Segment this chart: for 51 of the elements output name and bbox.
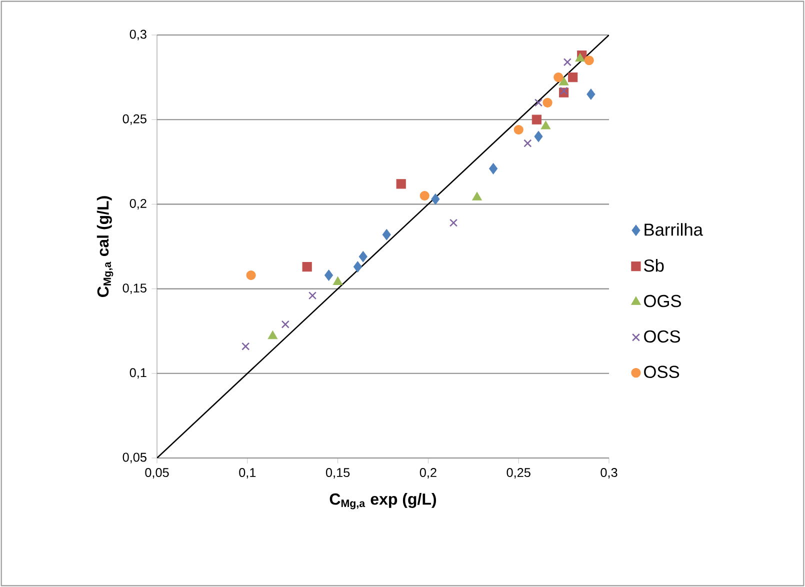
point [586,88,596,100]
point [382,229,391,240]
point [563,58,572,66]
x-tick-label: 0,1 [239,468,256,479]
point [542,98,552,108]
y-tick-label: 0,1 [130,368,146,379]
point [560,86,568,95]
x-tick-label: 0,2 [420,468,436,479]
y-tick-label: 0,3 [130,30,146,40]
point [281,320,290,328]
legend-label: Barrilha [644,223,703,236]
point [332,276,343,285]
y-tick-label: 0,05 [122,452,146,464]
point [534,98,543,107]
x-tick-label: 0,05 [145,468,169,479]
y-tick-label: 0,2 [130,198,146,210]
point [540,120,551,130]
point [554,72,564,82]
point [268,330,278,340]
point [575,53,585,62]
point [246,270,256,280]
point [396,179,406,189]
point [308,292,317,300]
y-axis-title: C$_{Mg,a}$ cal (g/L) [96,196,114,298]
point [358,251,368,262]
point [449,218,458,227]
point [534,130,543,142]
legend-label: OGS [644,294,681,308]
point [568,72,578,82]
point [489,163,498,174]
x-tick-label: 0,15 [326,468,350,479]
point [558,76,569,86]
point [584,56,594,66]
point [353,261,362,272]
legend-label: OCS [644,330,680,343]
point [242,342,250,350]
y-tick-label: 0,15 [122,284,146,294]
point [532,114,542,124]
point [420,190,430,201]
point [524,139,532,148]
legend-label: Sb [644,259,664,272]
legend-label: OSS [644,366,680,378]
point [472,192,482,200]
x-tick-label: 0,3 [600,468,618,479]
point [431,194,440,205]
x-tick-label: 0,25 [506,468,530,479]
point [302,262,312,272]
point [514,124,524,135]
y-tick-label: 0,25 [122,114,146,125]
x-axis-title: C$_{Mg,a}$ exp (g/L) [330,493,436,510]
point [324,270,334,281]
